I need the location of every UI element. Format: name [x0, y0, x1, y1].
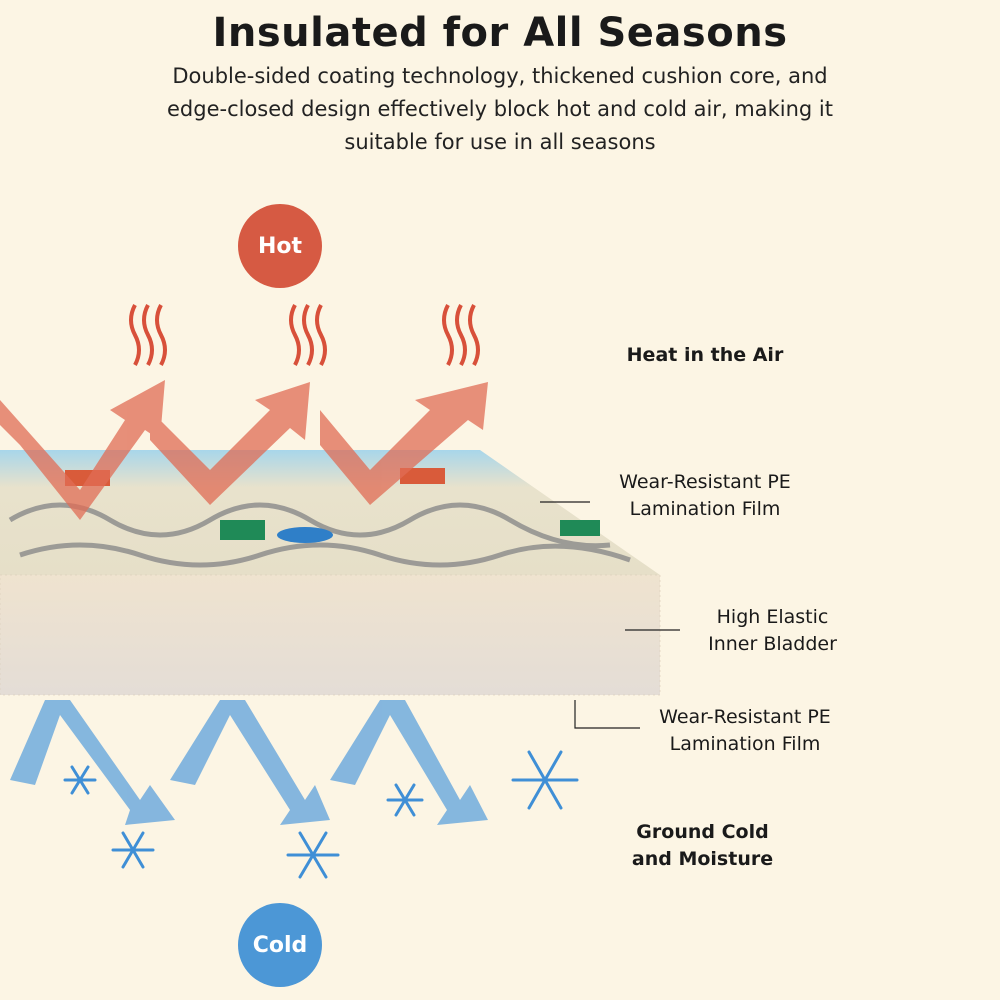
bottom-film-label: Wear-Resistant PE Lamination Film [659, 706, 831, 755]
cold-badge: Cold [238, 903, 322, 987]
heat-arrows [0, 380, 488, 520]
snowflake-icon [63, 750, 579, 879]
core-label: High Elastic Inner Bladder [708, 606, 837, 655]
ground-label: Ground Cold and Moisture [631, 821, 774, 870]
play-mat [0, 450, 661, 696]
heat-label: Heat in the Air [626, 344, 784, 366]
subtitle: Double-sided coating technology, thicken… [167, 64, 833, 154]
leader-lines [540, 501, 680, 729]
top-film-label: Wear-Resistant PE Lamination Film [619, 471, 791, 520]
hot-badge: Hot [238, 204, 322, 288]
page-title: Insulated for All Seasons [212, 10, 788, 56]
heat-wave-icon [129, 304, 480, 366]
cold-arrows [10, 700, 488, 825]
